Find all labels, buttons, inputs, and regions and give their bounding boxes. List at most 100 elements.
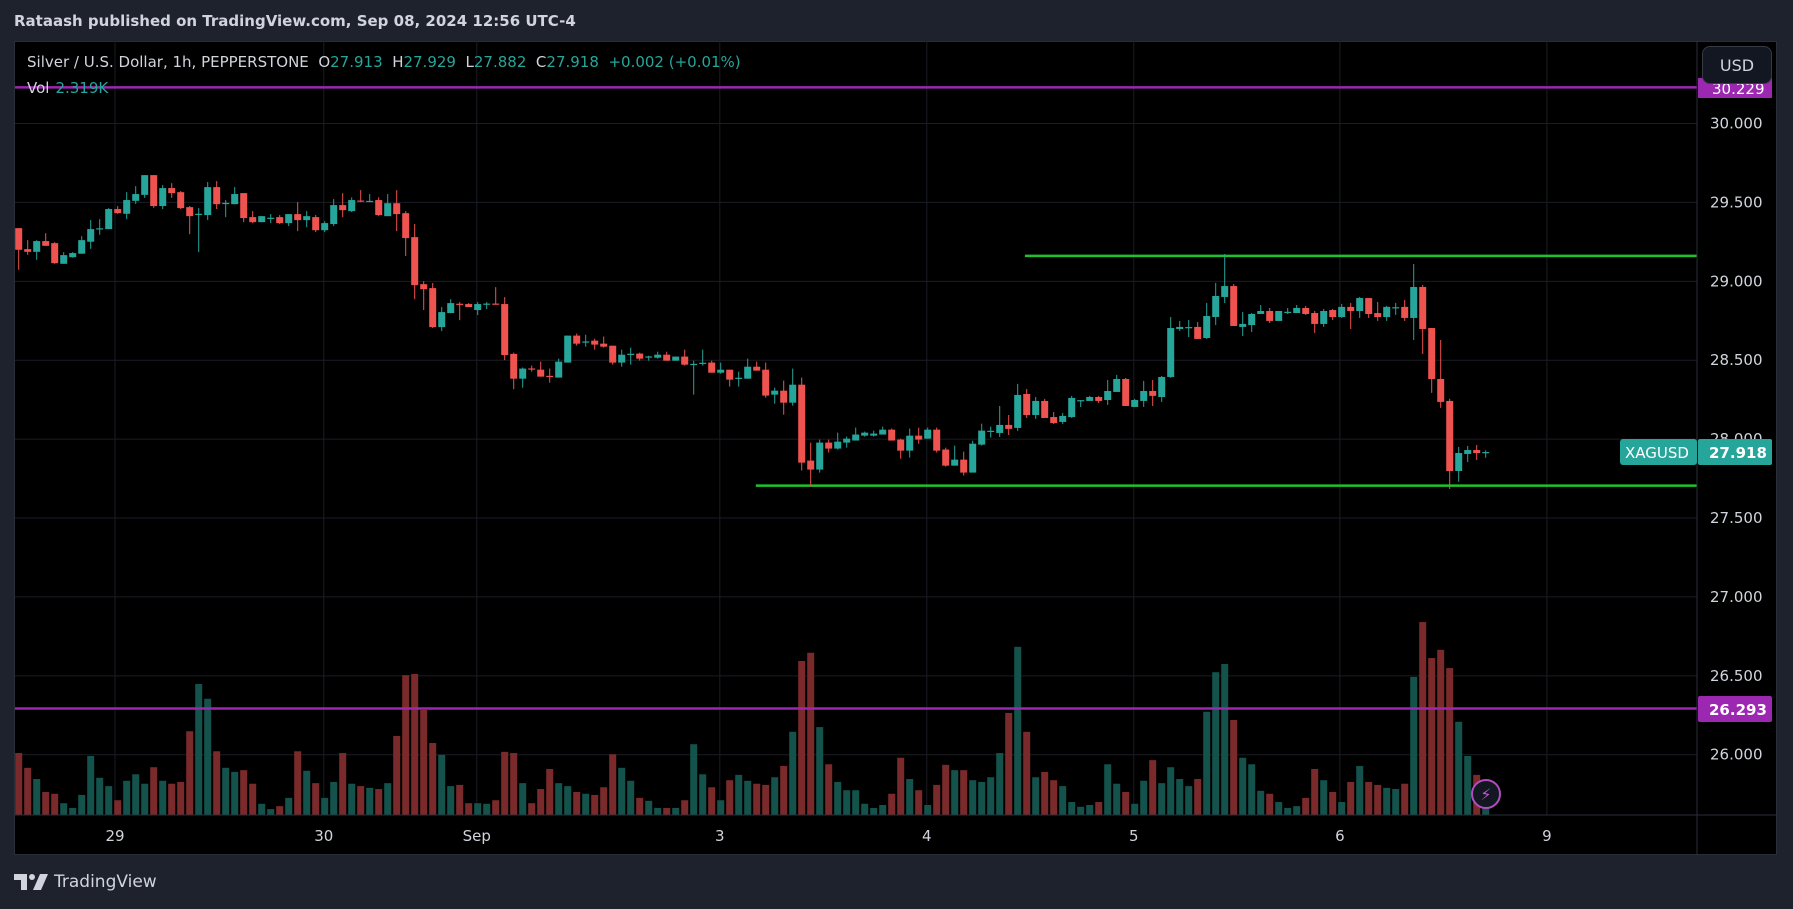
candle[interactable]: [105, 208, 113, 230]
candle[interactable]: [51, 242, 59, 264]
candle[interactable]: [204, 182, 212, 221]
candle[interactable]: [843, 436, 851, 448]
candle[interactable]: [195, 208, 203, 253]
candle[interactable]: [1230, 284, 1238, 326]
candle[interactable]: [1014, 383, 1022, 431]
candle[interactable]: [1140, 380, 1148, 407]
candle[interactable]: [60, 252, 68, 264]
candle[interactable]: [447, 299, 455, 314]
candle[interactable]: [879, 426, 887, 435]
candle[interactable]: [492, 287, 500, 305]
candle[interactable]: [699, 349, 707, 366]
candle[interactable]: [654, 351, 662, 359]
candle[interactable]: [303, 211, 311, 228]
candle[interactable]: [168, 183, 176, 198]
candle[interactable]: [1464, 445, 1472, 463]
candle[interactable]: [402, 211, 410, 257]
candle[interactable]: [744, 358, 752, 379]
candle[interactable]: [348, 197, 356, 213]
candle[interactable]: [978, 423, 986, 446]
candle[interactable]: [411, 224, 419, 300]
candle[interactable]: [1005, 414, 1013, 436]
symbol-title[interactable]: Silver / U.S. Dollar, 1h, PEPPERSTONE: [27, 53, 309, 71]
candle[interactable]: [321, 221, 329, 233]
candle[interactable]: [294, 202, 302, 232]
candle[interactable]: [645, 355, 653, 361]
candle[interactable]: [987, 426, 995, 438]
candle[interactable]: [357, 190, 365, 203]
candle[interactable]: [708, 360, 716, 373]
candle[interactable]: [834, 432, 842, 450]
candle[interactable]: [1149, 379, 1157, 406]
candle[interactable]: [267, 214, 275, 224]
candle[interactable]: [24, 240, 32, 255]
candle[interactable]: [789, 368, 797, 406]
candle[interactable]: [555, 358, 563, 378]
candle[interactable]: [366, 194, 374, 203]
candle[interactable]: [897, 438, 905, 459]
candle[interactable]: [1419, 284, 1427, 354]
candle[interactable]: [870, 430, 878, 437]
candle[interactable]: [375, 197, 383, 217]
candle[interactable]: [1401, 299, 1409, 321]
candle[interactable]: [1212, 282, 1220, 326]
candle[interactable]: [438, 307, 446, 332]
candle[interactable]: [951, 445, 959, 466]
candle[interactable]: [1032, 396, 1040, 419]
candle[interactable]: [546, 368, 554, 383]
candle[interactable]: [132, 186, 140, 204]
candle[interactable]: [1104, 379, 1112, 405]
candle[interactable]: [1338, 303, 1346, 318]
candle[interactable]: [816, 439, 824, 473]
candle[interactable]: [573, 333, 581, 346]
candle[interactable]: [1239, 311, 1247, 336]
candle[interactable]: [1023, 388, 1031, 418]
candle[interactable]: [1320, 308, 1328, 327]
candle[interactable]: [915, 427, 923, 444]
candle[interactable]: [393, 190, 401, 232]
candle[interactable]: [42, 233, 50, 246]
candle[interactable]: [1068, 395, 1076, 418]
candle[interactable]: [339, 193, 347, 218]
candle[interactable]: [456, 302, 464, 321]
candle[interactable]: [1437, 340, 1445, 408]
candle[interactable]: [672, 356, 680, 361]
candle[interactable]: [627, 347, 635, 365]
candle[interactable]: [609, 345, 617, 365]
candle[interactable]: [852, 427, 860, 441]
candle[interactable]: [1428, 328, 1436, 393]
candle[interactable]: [1059, 412, 1067, 424]
candle[interactable]: [1113, 374, 1121, 392]
candle[interactable]: [960, 451, 968, 476]
chart-panel[interactable]: [14, 41, 1777, 855]
candle[interactable]: [1455, 447, 1463, 482]
candle[interactable]: [1266, 307, 1274, 323]
candle[interactable]: [177, 191, 185, 210]
candle[interactable]: [213, 181, 221, 210]
candle[interactable]: [924, 427, 932, 439]
candle[interactable]: [240, 193, 248, 223]
candle[interactable]: [231, 187, 239, 205]
candle[interactable]: [1329, 308, 1337, 320]
candle[interactable]: [582, 334, 590, 347]
candle[interactable]: [591, 338, 599, 350]
candle[interactable]: [123, 192, 131, 220]
candle[interactable]: [717, 362, 725, 374]
candle[interactable]: [933, 427, 941, 453]
candle[interactable]: [1221, 254, 1229, 303]
candle[interactable]: [1356, 296, 1364, 318]
candle[interactable]: [159, 185, 167, 210]
candle[interactable]: [969, 440, 977, 473]
candle[interactable]: [69, 252, 77, 258]
candle[interactable]: [15, 228, 23, 270]
candle[interactable]: [1050, 411, 1058, 424]
candle[interactable]: [1410, 263, 1418, 341]
candle[interactable]: [1284, 307, 1292, 314]
candle[interactable]: [420, 281, 428, 311]
candle[interactable]: [1473, 444, 1481, 460]
candle[interactable]: [78, 236, 86, 254]
candle[interactable]: [429, 283, 437, 329]
candle[interactable]: [735, 371, 743, 387]
candle[interactable]: [681, 349, 689, 366]
candle[interactable]: [780, 380, 788, 415]
